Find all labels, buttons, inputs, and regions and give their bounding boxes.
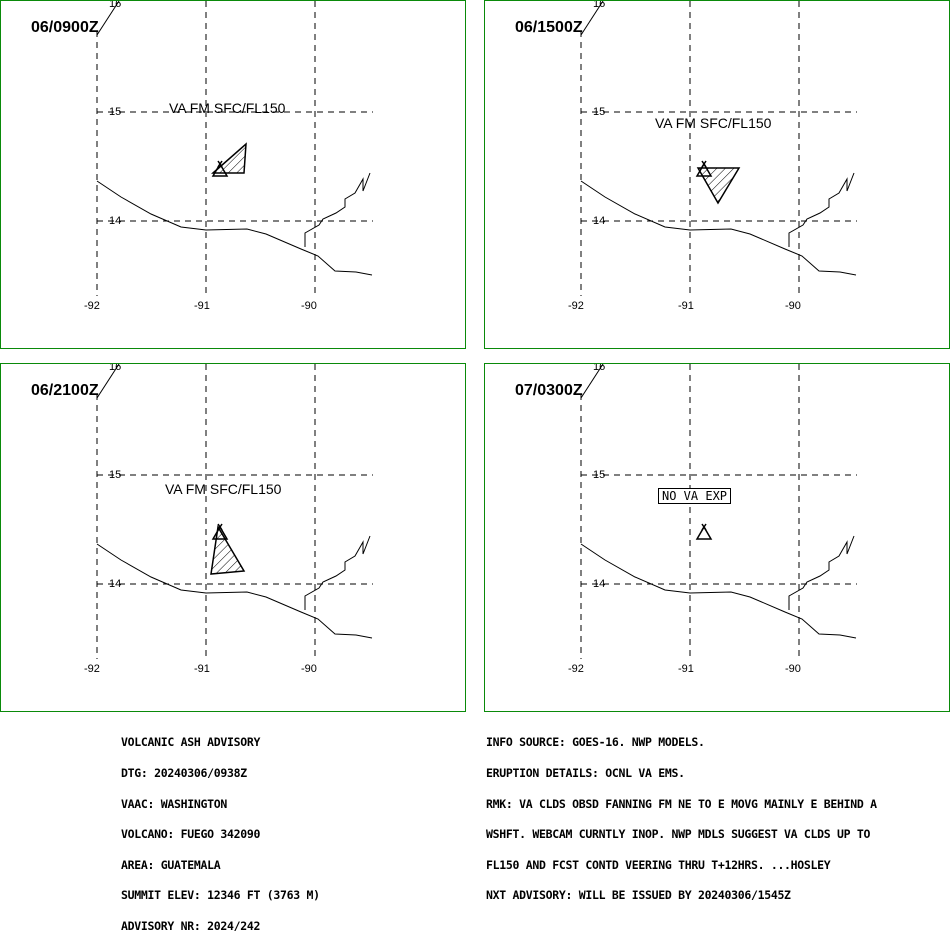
coastline <box>96 180 373 276</box>
volcano-icon <box>695 160 713 177</box>
country-border <box>304 535 371 610</box>
lat-tick-14: 14 <box>109 215 121 227</box>
text-line: NXT ADVISORY: WILL BE ISSUED BY 20240306… <box>486 888 791 903</box>
no-va-expected-box: NO VA EXP <box>658 488 732 504</box>
va-level-label: VA FM SFC/FL150 <box>165 481 282 497</box>
va-level-label: VA FM SFC/FL150 <box>655 115 772 131</box>
text-line: VOLCANIC ASH ADVISORY <box>121 735 261 750</box>
forecast-time: 06/2100Z <box>31 382 99 399</box>
lat-tick-15: 15 <box>109 106 121 118</box>
va-level-label: VA FM SFC/FL150 <box>169 100 286 116</box>
lon-tick-92: -92 <box>568 663 584 675</box>
lat-tick-16: 16 <box>109 1 121 10</box>
lat-tick-14: 14 <box>109 578 121 590</box>
text-line: FL150 AND FCST CONTD VEERING THRU T+12HR… <box>486 857 831 872</box>
map-canvas: 16 15 14 -92 -91 -90 <box>568 364 857 675</box>
ash-cloud-polygon <box>696 167 741 205</box>
volcano-icon <box>211 523 229 540</box>
advisory-remarks-block: INFO SOURCE: GOES-16. NWP MODELS. ERUPTI… <box>486 717 877 911</box>
lon-tick-92: -92 <box>568 300 584 312</box>
lat-tick-16: 16 <box>593 364 605 373</box>
lon-tick-91: -91 <box>678 663 694 675</box>
text-line: ADVISORY NR: 2024/242 <box>121 918 261 933</box>
map-panel-3: 16 15 14 -92 -91 -90 06/2100Z VA FM SFC/… <box>0 363 466 712</box>
forecast-time: 06/0900Z <box>31 19 99 36</box>
text-line: DTG: 20240306/0938Z <box>121 766 247 780</box>
country-border <box>788 535 855 610</box>
map-canvas: 16 15 14 -92 -91 -90 <box>84 364 373 675</box>
map-canvas: 16 15 14 -92 -91 -90 <box>568 1 857 312</box>
volcano-icon <box>695 523 713 540</box>
lon-tick-91: -91 <box>678 300 694 312</box>
map-panel-4: 16 15 14 -92 -91 -90 07/0300Z NO VA EXP <box>484 363 950 712</box>
country-border <box>788 172 855 247</box>
lat-tick-15: 15 <box>109 469 121 481</box>
advisory-header-block: VOLCANIC ASH ADVISORY DTG: 20240306/0938… <box>121 717 320 941</box>
coastline <box>96 543 373 639</box>
text-line: AREA: GUATEMALA <box>121 857 221 872</box>
forecast-time: 06/1500Z <box>515 19 583 36</box>
map-panel-1: 16 15 14 -92 -91 -90 06/0900Z VA FM SFC/… <box>0 0 466 349</box>
text-line: ERUPTION DETAILS: OCNL VA EMS. <box>486 766 685 780</box>
lon-tick-92: -92 <box>84 663 100 675</box>
map-canvas: 16 15 14 -92 -91 -90 <box>84 1 373 312</box>
coastline <box>580 180 857 276</box>
text-line: INFO SOURCE: GOES-16. NWP MODELS. <box>486 735 705 750</box>
text-line: VAAC: WASHINGTON <box>121 796 227 811</box>
lon-tick-90: -90 <box>785 663 801 675</box>
coastline <box>580 543 857 639</box>
lat-tick-14: 14 <box>593 578 605 590</box>
lat-tick-16: 16 <box>109 364 121 373</box>
text-line: VOLCANO: FUEGO 342090 <box>121 827 261 842</box>
lon-tick-90: -90 <box>301 300 317 312</box>
lat-tick-14: 14 <box>593 215 605 227</box>
text-line: RMK: VA CLDS OBSD FANNING FM NE TO E MOV… <box>486 796 877 811</box>
lon-tick-90: -90 <box>785 300 801 312</box>
lat-tick-15: 15 <box>593 469 605 481</box>
lat-tick-15: 15 <box>593 106 605 118</box>
forecast-time: 07/0300Z <box>515 382 583 399</box>
lon-tick-92: -92 <box>84 300 100 312</box>
text-line: WSHFT. WEBCAM CURNTLY INOP. NWP MDLS SUG… <box>486 827 871 842</box>
map-panel-2: 16 15 14 -92 -91 -90 06/1500Z VA FM SFC/… <box>484 0 950 349</box>
lat-tick-16: 16 <box>593 1 605 10</box>
volcano-icon <box>211 160 229 177</box>
lon-tick-91: -91 <box>194 663 210 675</box>
lon-tick-90: -90 <box>301 663 317 675</box>
lon-tick-91: -91 <box>194 300 210 312</box>
country-border <box>304 172 371 247</box>
text-line: SUMMIT ELEV: 12346 FT (3763 M) <box>121 888 320 903</box>
